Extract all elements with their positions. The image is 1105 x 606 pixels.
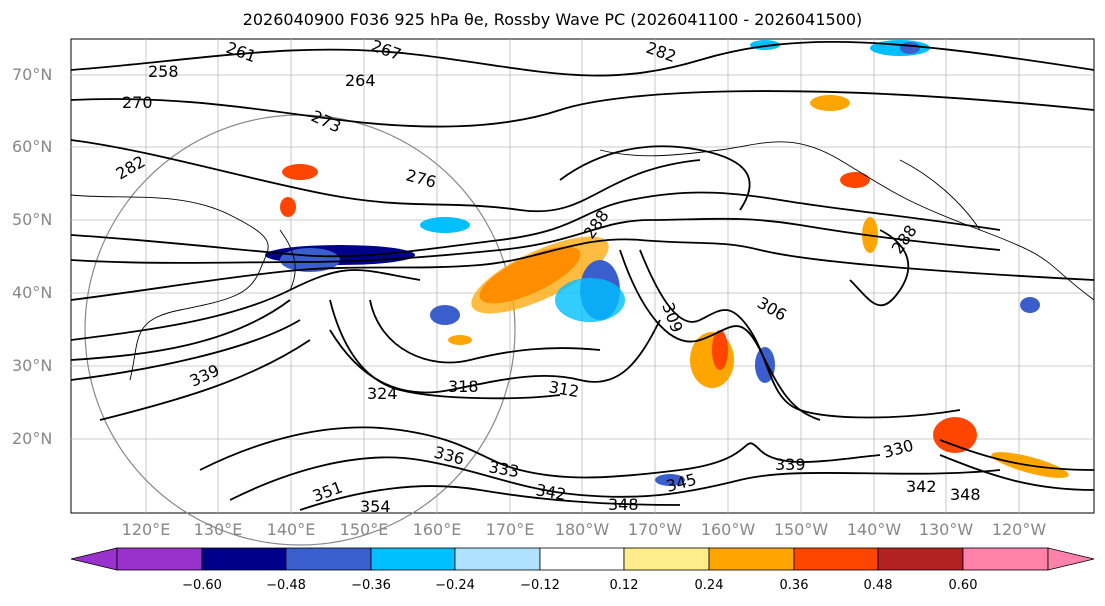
lon-label: 150°W bbox=[773, 520, 829, 539]
colorbar-tick: −0.36 bbox=[351, 578, 391, 593]
lon-label: 140°W bbox=[846, 520, 902, 539]
lon-label: 120°W bbox=[991, 520, 1047, 539]
theta-e-contours bbox=[70, 40, 1095, 511]
contour-label: 348 bbox=[608, 495, 639, 514]
map-title: 2026040900 F036 925 hPa θe, Rossby Wave … bbox=[242, 10, 863, 29]
colorbar-tick: −0.12 bbox=[520, 578, 560, 593]
lon-label: 170°W bbox=[627, 520, 683, 539]
lon-label: 180°W bbox=[554, 520, 610, 539]
contour-label: 270 bbox=[122, 93, 153, 112]
colorbar bbox=[70, 547, 1095, 571]
colorbar-tick: 0.36 bbox=[779, 578, 809, 593]
lon-label: 160°W bbox=[700, 520, 756, 539]
colorbar-tick: 0.24 bbox=[694, 578, 724, 593]
lon-label: 140°E bbox=[266, 520, 316, 539]
colorbar-tick: 0.48 bbox=[863, 578, 893, 593]
contour-label: 354 bbox=[360, 497, 391, 516]
lat-label-60n: 60°N bbox=[12, 137, 53, 156]
contour-label: 339 bbox=[775, 455, 806, 474]
colorbar-tick: 0.12 bbox=[609, 578, 639, 593]
lat-label-20n: 20°N bbox=[12, 429, 53, 448]
colorbar-tick: −0.60 bbox=[182, 578, 222, 593]
contour-label: 318 bbox=[448, 377, 479, 396]
contour-label: 348 bbox=[950, 485, 981, 504]
anomaly-shading bbox=[265, 40, 1069, 486]
contour-label: 258 bbox=[148, 62, 179, 81]
coastlines bbox=[70, 141, 1095, 381]
lon-label: 130°E bbox=[193, 520, 243, 539]
lon-label: 120°E bbox=[121, 520, 171, 539]
lat-label-50n: 50°N bbox=[12, 210, 53, 229]
contour-label: 264 bbox=[345, 71, 376, 90]
contour-label: 324 bbox=[367, 384, 398, 403]
colorbar-tick: −0.48 bbox=[266, 578, 306, 593]
lat-label-70n: 70°N bbox=[12, 65, 53, 84]
lon-label: 170°E bbox=[485, 520, 535, 539]
contour-label: 342 bbox=[906, 477, 937, 496]
lon-label: 150°E bbox=[339, 520, 389, 539]
lat-label-30n: 30°N bbox=[12, 356, 53, 375]
colorbar-tick: 0.60 bbox=[948, 578, 978, 593]
lat-label-40n: 40°N bbox=[12, 283, 53, 302]
colorbar-tick: −0.24 bbox=[435, 578, 475, 593]
lon-label: 160°E bbox=[412, 520, 462, 539]
lon-label: 130°W bbox=[918, 520, 974, 539]
